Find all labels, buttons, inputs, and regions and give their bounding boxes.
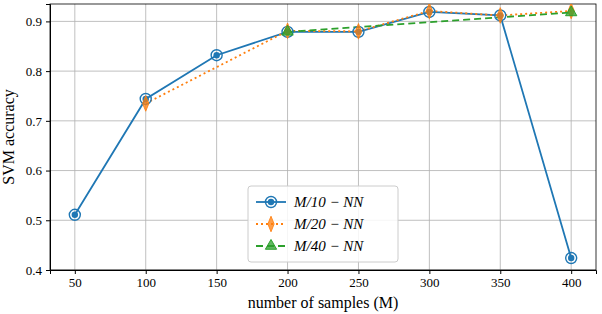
marker: [426, 4, 432, 19]
frame: [50, 4, 596, 270]
tick-mark: [358, 270, 359, 274]
series-line: [75, 12, 571, 258]
grid-line: [50, 71, 596, 72]
legend-marker: [268, 216, 274, 232]
marker-shape: [426, 4, 432, 19]
marker-dot: [568, 255, 574, 261]
series-line: [146, 11, 571, 103]
axis-line: [51, 271, 597, 275]
grid: [50, 4, 596, 270]
data-layer: [69, 4, 576, 264]
marker: [355, 24, 361, 40]
tick-label: 0.7: [26, 114, 43, 129]
tick: 250: [349, 270, 369, 290]
tick-label: 50: [69, 275, 82, 290]
tick-label: 0.5: [26, 213, 42, 228]
plot-area: 501001502002503003504000.40.50.60.70.80.…: [26, 3, 597, 290]
tick: 150: [207, 270, 227, 290]
tick-mark: [46, 21, 50, 22]
y-axis-title: SVM accuracy: [0, 89, 18, 185]
marker: [143, 96, 149, 112]
x-axis: 50 100 150 200 250 300 350 400: [51, 270, 597, 290]
marker-ring: [211, 50, 222, 61]
tick: 0.5: [26, 213, 50, 228]
x-axis-title: number of samples (M): [248, 294, 399, 312]
tick-mark: [75, 270, 76, 274]
legend-item: M/10 − NN: [256, 194, 364, 210]
marker-dot: [213, 52, 219, 58]
tick-mark: [46, 121, 50, 122]
legend-label: M/10 − NN: [293, 194, 364, 210]
grid-line: [74, 4, 75, 270]
grid-line: [216, 4, 217, 270]
tick: 200: [278, 270, 298, 290]
marker-shape: [497, 8, 503, 24]
tick: 0.6: [26, 163, 50, 178]
marker-ring: [69, 209, 80, 220]
y-axis: 0.4 0.5 0.6 0.7 0.8 0.9: [26, 5, 51, 278]
tick-mark: [46, 220, 50, 221]
tick: 100: [136, 270, 156, 290]
tick: 50: [69, 270, 82, 290]
tick-mark: [429, 270, 430, 274]
grid-line: [50, 21, 596, 22]
marker: [69, 209, 80, 220]
grid-line: [429, 4, 430, 270]
tick-label: 0.8: [26, 64, 42, 79]
legend-box: [248, 186, 398, 262]
tick-mark: [46, 171, 50, 172]
tick-mark: [46, 71, 50, 72]
grid-line: [571, 4, 572, 270]
tick: 350: [491, 270, 511, 290]
marker: [497, 8, 503, 24]
tick: 0.4: [26, 263, 50, 278]
tick-mark: [46, 270, 50, 271]
legend-label: M/20 − NN: [293, 216, 364, 232]
tick: 0.7: [26, 114, 50, 129]
marker-shape: [268, 216, 274, 232]
tick-label: 400: [562, 275, 582, 290]
tick-label: 350: [491, 275, 511, 290]
tick-mark: [288, 270, 289, 274]
marker: [566, 253, 577, 264]
tick-label: 0.6: [26, 163, 43, 178]
legend-marker: [266, 197, 277, 208]
marker: [211, 50, 222, 61]
legend-item: M/20 − NN: [256, 216, 364, 232]
tick: 0.8: [26, 64, 50, 79]
tick-label: 150: [207, 275, 227, 290]
legend-item: M/40 − NN: [256, 238, 364, 254]
chart: 501001502002503003504000.40.50.60.70.80.…: [0, 0, 602, 314]
tick-label: 0.9: [26, 14, 42, 29]
legend-label: M/40 − NN: [293, 238, 364, 254]
tick-mark: [217, 270, 218, 274]
legend-marker: [265, 239, 276, 249]
marker: [566, 6, 577, 16]
marker-shape: [282, 25, 293, 35]
marker-shape: [355, 24, 361, 40]
tick-label: 100: [136, 275, 156, 290]
tick-mark: [571, 270, 572, 274]
legend: M/10 − NN M/20 − NN M/40 − NN: [248, 186, 398, 262]
tick: 400: [562, 270, 582, 290]
marker-dot: [72, 212, 78, 218]
tick-label: 200: [278, 275, 298, 290]
tick-label: 250: [349, 275, 369, 290]
marker-shape: [566, 6, 577, 16]
tick-label: 300: [420, 275, 440, 290]
tick-mark: [146, 270, 147, 274]
marker-ring: [566, 253, 577, 264]
tick: 300: [420, 270, 440, 290]
marker-ring: [266, 197, 277, 208]
grid-line: [145, 4, 146, 270]
marker-dot: [268, 199, 274, 205]
tick: 0.9: [26, 14, 50, 29]
tick-mark: [500, 270, 501, 274]
tick-label: 0.4: [26, 263, 43, 278]
grid-line: [50, 170, 596, 171]
marker: [282, 25, 293, 35]
marker-shape: [265, 239, 276, 249]
marker-shape: [143, 96, 149, 112]
grid-line: [500, 4, 501, 270]
